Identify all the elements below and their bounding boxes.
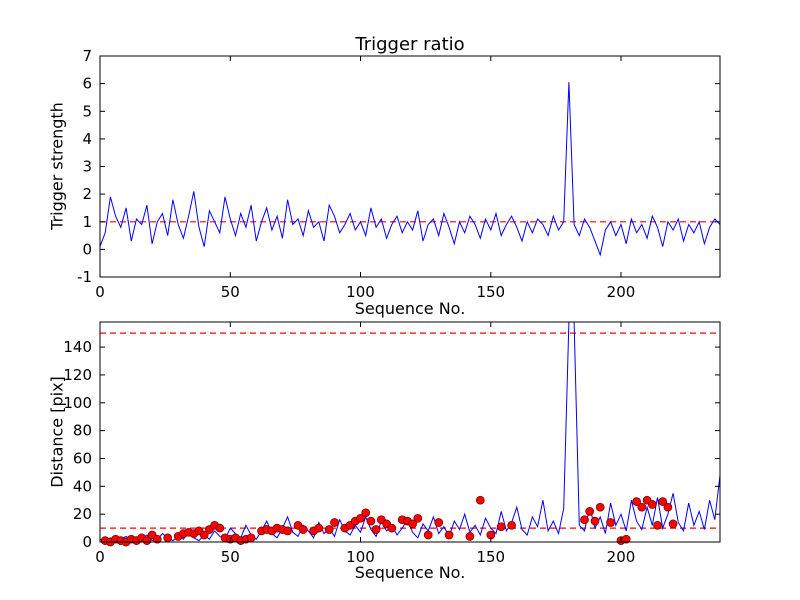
y-tick-label: 120 bbox=[63, 366, 92, 384]
x-tick-label: 200 bbox=[607, 283, 636, 301]
x-tick-label: 150 bbox=[476, 548, 505, 566]
detection-marker bbox=[387, 523, 397, 533]
detection-marker bbox=[658, 497, 668, 506]
y-tick-label: 20 bbox=[73, 505, 92, 523]
x-tick-label: 100 bbox=[346, 283, 375, 301]
detection-marker bbox=[356, 513, 365, 523]
detection-marker bbox=[444, 530, 454, 540]
bottom-y-axis-label: Distance [pix] bbox=[47, 376, 67, 488]
detection-marker bbox=[507, 520, 516, 530]
detection-marker bbox=[330, 518, 339, 527]
y-tick-label: 80 bbox=[73, 422, 92, 440]
x-tick-label: 0 bbox=[95, 548, 105, 566]
y-tick-label: 0 bbox=[82, 240, 92, 258]
y-tick-label: 0 bbox=[82, 533, 92, 551]
detection-marker bbox=[246, 533, 256, 543]
y-tick-label: 7 bbox=[82, 47, 92, 65]
y-tick-label: 1 bbox=[82, 213, 92, 231]
detection-marker bbox=[298, 525, 308, 534]
detection-marker bbox=[199, 530, 209, 540]
detection-marker bbox=[324, 525, 334, 534]
detection-marker bbox=[371, 525, 381, 534]
detection-marker bbox=[663, 502, 673, 512]
detection-marker bbox=[595, 502, 605, 512]
detection-marker bbox=[647, 500, 657, 509]
x-tick-label: 200 bbox=[607, 548, 636, 566]
y-tick-label: 4 bbox=[82, 130, 92, 148]
detection-marker bbox=[142, 536, 152, 545]
chart-title: Trigger ratio bbox=[355, 34, 465, 55]
x-tick-label: 150 bbox=[476, 283, 505, 301]
detection-marker bbox=[423, 530, 433, 540]
detection-marker bbox=[606, 518, 615, 527]
data-line bbox=[99, 82, 721, 257]
top-x-axis-label: Sequence No. bbox=[354, 299, 466, 318]
top-y-axis-label: Trigger strength bbox=[47, 102, 67, 230]
detection-marker bbox=[475, 495, 485, 505]
x-tick-label: 50 bbox=[221, 283, 240, 301]
y-tick-label: -1 bbox=[77, 268, 92, 286]
detection-marker bbox=[496, 522, 506, 532]
detection-marker bbox=[434, 518, 444, 527]
y-tick-label: 3 bbox=[82, 158, 92, 176]
detection-marker bbox=[283, 526, 292, 536]
detection-marker bbox=[637, 502, 647, 512]
y-tick-label: 6 bbox=[82, 75, 92, 93]
y-tick-label: 100 bbox=[63, 394, 92, 412]
y-tick-label: 5 bbox=[82, 102, 92, 120]
detection-marker bbox=[361, 508, 371, 518]
y-tick-label: 40 bbox=[73, 477, 92, 495]
axes-border bbox=[99, 321, 721, 543]
x-tick-label: 100 bbox=[346, 548, 375, 566]
y-tick-label: 140 bbox=[63, 338, 92, 356]
x-tick-label: 50 bbox=[221, 548, 240, 566]
detection-marker bbox=[621, 534, 631, 544]
detection-marker bbox=[632, 497, 641, 506]
detection-marker bbox=[215, 523, 225, 533]
detection-marker bbox=[668, 519, 678, 529]
y-tick-label: 2 bbox=[82, 185, 92, 203]
data-line bbox=[99, 321, 721, 543]
detection-marker bbox=[580, 515, 589, 525]
detection-marker bbox=[653, 520, 662, 530]
detection-marker bbox=[590, 516, 600, 526]
subplot-distance: 0 50 100 150 200 0 20 40 60 80 100 120 140 bbox=[63, 321, 721, 566]
detection-marker bbox=[585, 507, 595, 516]
x-tick-label: 0 bbox=[95, 283, 105, 301]
y-tick-label: 60 bbox=[73, 450, 92, 468]
detection-marker bbox=[314, 523, 324, 533]
detection-marker bbox=[413, 513, 423, 523]
bottom-x-axis-label: Sequence No. bbox=[354, 563, 466, 582]
detection-marker bbox=[408, 519, 417, 529]
axes-border bbox=[99, 55, 721, 278]
detection-marker bbox=[152, 534, 162, 544]
detection-marker bbox=[465, 532, 475, 541]
detection-marker bbox=[366, 516, 376, 526]
detection-marker bbox=[163, 533, 173, 543]
